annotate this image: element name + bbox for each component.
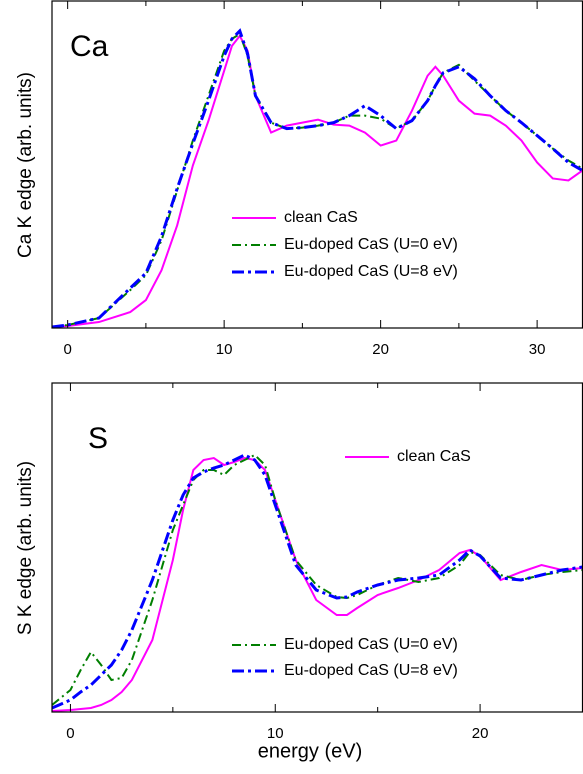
x-tick-label: 30 xyxy=(529,341,546,358)
y-axis-label: Ca K edge (arb. units) xyxy=(15,72,36,258)
x-tick-label: 20 xyxy=(372,341,389,358)
series-line xyxy=(52,28,583,328)
series-line xyxy=(52,34,583,328)
panel-label: Ca xyxy=(70,30,109,63)
x-tick-label: 10 xyxy=(267,725,284,742)
x-tick-label: 10 xyxy=(216,341,233,358)
y-axis-label: S K edge (arb. units) xyxy=(15,461,36,635)
legend-label: Eu-doped CaS (U=8 eV) xyxy=(284,662,458,679)
x-tick-label: 0 xyxy=(66,725,74,742)
panel-label: S xyxy=(88,422,108,455)
legend-label: Eu-doped CaS (U=8 eV) xyxy=(284,263,458,280)
plot-area xyxy=(52,28,583,328)
legend-label: Eu-doped CaS (U=0 eV) xyxy=(284,636,458,653)
series-line xyxy=(52,453,583,710)
x-axis-label: energy (eV) xyxy=(258,740,363,762)
series-line xyxy=(52,32,583,328)
series-line xyxy=(52,456,583,712)
x-tick-label: 20 xyxy=(472,725,489,742)
x-tick-label: 0 xyxy=(63,341,71,358)
legend-label: Eu-doped CaS (U=0 eV) xyxy=(284,236,458,253)
legend-label: clean CaS xyxy=(284,209,358,226)
legend-label: clean CaS xyxy=(397,448,471,465)
plot-area xyxy=(52,453,583,712)
